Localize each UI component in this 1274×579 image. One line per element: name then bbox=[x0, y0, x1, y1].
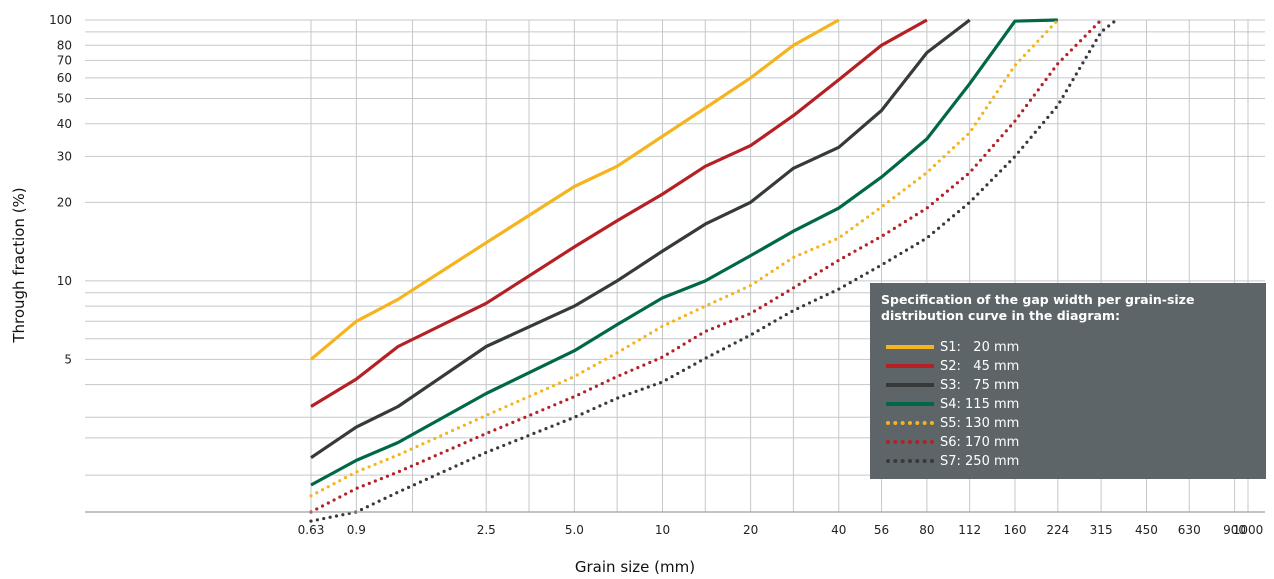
y-tick-label: 40 bbox=[57, 117, 72, 131]
legend-title: Specification of the gap width per grain… bbox=[881, 292, 1195, 323]
x-tick-label: 56 bbox=[874, 523, 889, 537]
legend-label: S4: 115 mm bbox=[940, 397, 1020, 412]
series-line-s7 bbox=[309, 18, 1118, 523]
legend-swatch bbox=[886, 440, 934, 444]
x-tick-label: 0.63 bbox=[298, 523, 325, 537]
legend-entry-s6: S6: 170 mm bbox=[886, 433, 1086, 452]
x-tick-label: 80 bbox=[919, 523, 934, 537]
x-tick-label: 20 bbox=[743, 523, 758, 537]
x-tick-label: 1000 bbox=[1233, 523, 1264, 537]
x-tick-label: 630 bbox=[1178, 523, 1201, 537]
legend-label: S6: 170 mm bbox=[940, 435, 1020, 450]
y-tick-label: 80 bbox=[57, 38, 72, 52]
legend-swatch bbox=[886, 383, 934, 387]
legend-swatch bbox=[886, 364, 934, 368]
x-tick-label: 5.0 bbox=[565, 523, 584, 537]
legend-entry-s4: S4: 115 mm bbox=[886, 395, 1086, 414]
legend-entry-s2: S2: 45 mm bbox=[886, 357, 1086, 376]
x-tick-label: 112 bbox=[958, 523, 981, 537]
x-tick-label: 900 bbox=[1223, 523, 1246, 537]
y-tick-label: 100 bbox=[49, 13, 72, 27]
x-tick-label: 224 bbox=[1046, 523, 1069, 537]
legend-label: S3: 75 mm bbox=[940, 378, 1020, 393]
legend-label: S5: 130 mm bbox=[940, 416, 1020, 431]
y-tick-label: 70 bbox=[57, 53, 72, 67]
x-tick-label: 0.9 bbox=[347, 523, 366, 537]
legend-label: S2: 45 mm bbox=[940, 359, 1020, 374]
legend-label: S7: 250 mm bbox=[940, 454, 1020, 469]
y-tick-label: 5 bbox=[64, 352, 72, 366]
y-tick-label: 20 bbox=[57, 195, 72, 209]
x-axis-title: Grain size (mm) bbox=[575, 558, 695, 576]
legend-swatch bbox=[886, 421, 934, 425]
series-line-s1 bbox=[309, 18, 840, 361]
y-tick-label: 10 bbox=[57, 274, 72, 288]
legend-entry-s1: S1: 20 mm bbox=[886, 338, 1086, 357]
series-line-s5 bbox=[309, 18, 1060, 498]
legend-entry-s5: S5: 130 mm bbox=[886, 414, 1086, 433]
legend-entries: S1: 20 mm S2: 45 mm S3: 75 mm S4: 115 mm S5:… bbox=[886, 338, 1086, 471]
series-line-s4 bbox=[310, 18, 1058, 487]
legend-label: S1: 20 mm bbox=[940, 340, 1020, 355]
x-tick-label: 10 bbox=[655, 523, 670, 537]
legend: Specification of the gap width per grain… bbox=[870, 283, 1266, 479]
x-tick-label: 2.5 bbox=[477, 523, 496, 537]
y-tick-label: 60 bbox=[57, 71, 72, 85]
series-line-s2 bbox=[310, 18, 928, 408]
legend-entry-s7: S7: 250 mm bbox=[886, 452, 1086, 471]
legend-swatch bbox=[886, 459, 934, 463]
x-tick-label: 315 bbox=[1090, 523, 1113, 537]
y-tick-label: 30 bbox=[57, 149, 72, 163]
x-tick-label: 450 bbox=[1135, 523, 1158, 537]
y-axis-title: Through fraction (%) bbox=[10, 187, 28, 343]
series-line-s3 bbox=[310, 18, 971, 460]
series-line-s6 bbox=[309, 18, 1103, 514]
x-tick-labels: 0.63 0.9 2.5 5.0 10 20 40 56 80 112 160 224 315 450 63… bbox=[298, 523, 1264, 537]
legend-swatch bbox=[886, 402, 934, 406]
y-tick-label: 50 bbox=[57, 92, 72, 106]
series-lines bbox=[309, 18, 1118, 523]
x-tick-label: 160 bbox=[1004, 523, 1027, 537]
x-tick-label: 40 bbox=[831, 523, 846, 537]
legend-swatch bbox=[886, 345, 934, 349]
legend-entry-s3: S3: 75 mm bbox=[886, 376, 1086, 395]
